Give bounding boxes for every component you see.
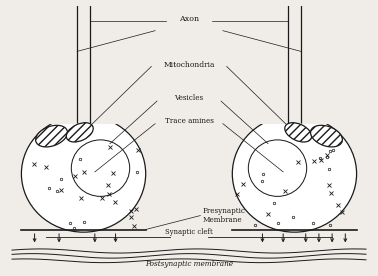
Text: Vesicles: Vesicles [174,94,204,102]
Ellipse shape [36,125,67,147]
Ellipse shape [248,140,307,197]
Ellipse shape [311,125,342,147]
FancyBboxPatch shape [301,101,360,124]
FancyBboxPatch shape [77,101,90,123]
Ellipse shape [285,123,311,142]
Text: Postsynaptic membrane: Postsynaptic membrane [145,259,233,267]
Ellipse shape [22,115,146,232]
FancyBboxPatch shape [288,101,301,123]
Ellipse shape [232,115,356,232]
Text: Axon: Axon [179,15,199,23]
Text: Mitochondria: Mitochondria [163,60,215,68]
FancyBboxPatch shape [90,101,149,124]
Text: Presynaptic: Presynaptic [202,208,245,216]
Text: Trace amines: Trace amines [164,117,214,125]
FancyBboxPatch shape [18,101,77,124]
Ellipse shape [71,140,130,197]
Ellipse shape [67,123,93,142]
FancyBboxPatch shape [229,101,288,124]
Text: Membrane: Membrane [202,216,242,224]
Text: Synaptic cleft: Synaptic cleft [165,228,213,236]
